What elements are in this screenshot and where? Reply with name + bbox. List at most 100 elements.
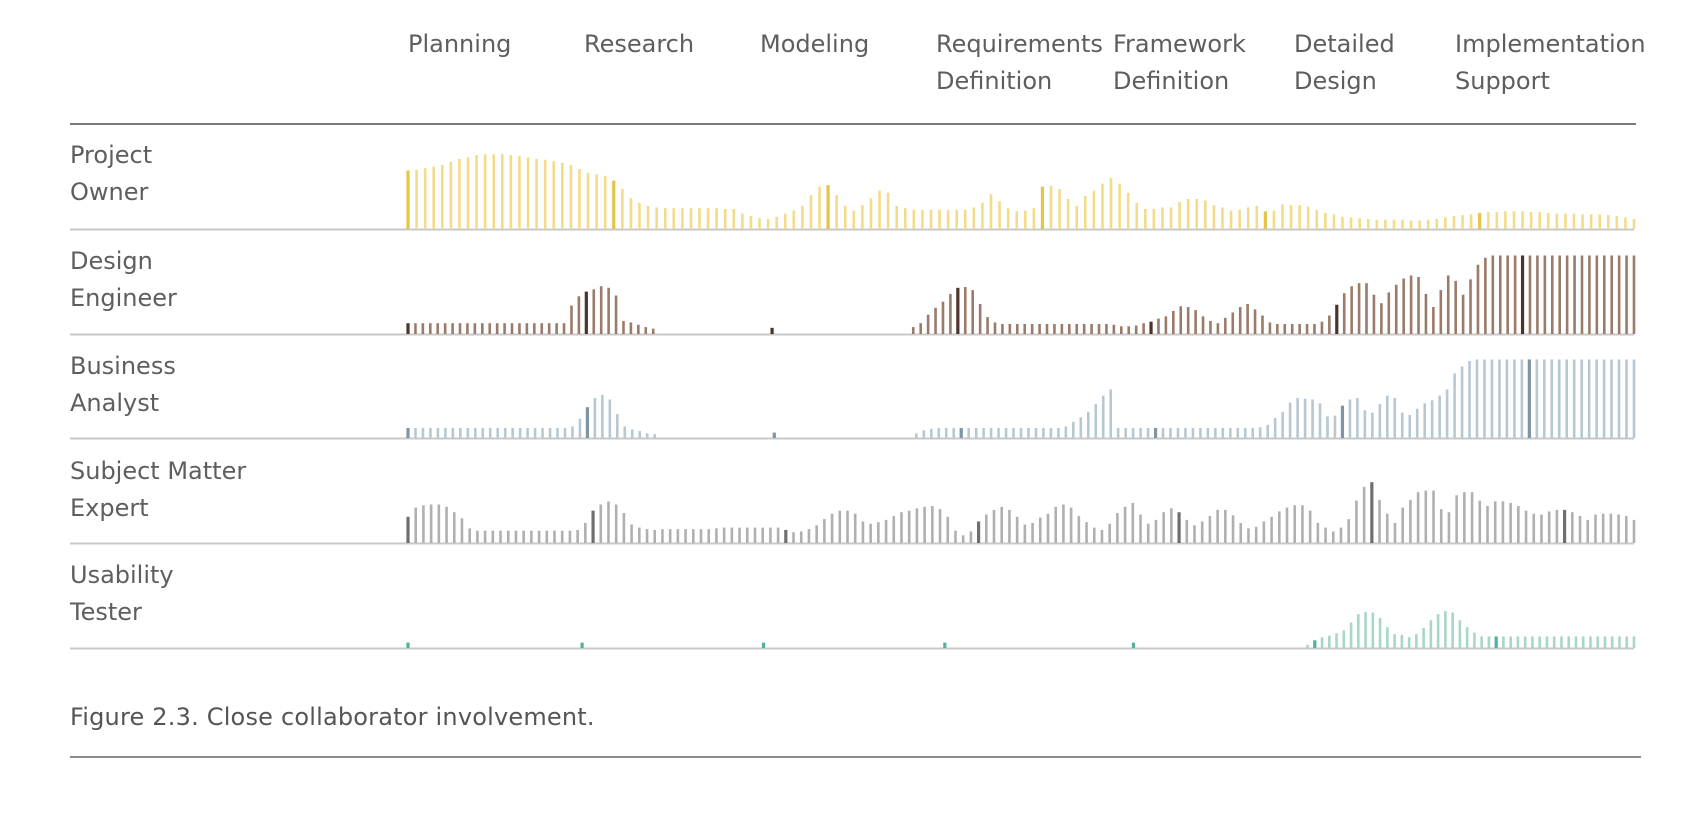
involvement-bar: [668, 529, 672, 543]
involvement-bar: [1251, 427, 1255, 438]
involvement-bar: [1439, 290, 1443, 334]
involvement-bar: [1393, 522, 1397, 543]
involvement-bar: [929, 428, 933, 438]
involvement-bar: [1429, 620, 1433, 648]
involvement-bar: [1624, 217, 1627, 229]
involvement-bar: [1246, 303, 1249, 334]
involvement-bar: [1177, 512, 1181, 543]
involvement-bar: [1394, 284, 1398, 334]
involvement-bar: [533, 427, 537, 438]
involvement-bar: [661, 529, 664, 543]
involvement-bar: [1152, 208, 1156, 229]
involvement-bar: [1305, 323, 1309, 334]
involvement-bar: [541, 427, 544, 438]
involvement-bar: [1216, 323, 1220, 334]
involvement-bar: [1023, 524, 1027, 543]
involvement-bar: [1408, 414, 1412, 438]
involvement-bar: [495, 323, 499, 334]
involvement-bar: [1172, 310, 1175, 334]
involvement-bar: [443, 323, 447, 334]
involvement-bar: [809, 195, 813, 229]
involvement-bar: [1513, 255, 1517, 334]
involvement-bar: [1157, 318, 1160, 334]
involvement-bar: [444, 427, 447, 438]
involvement-bar: [1124, 427, 1127, 438]
involvement-bar: [1409, 220, 1413, 229]
involvement-bar: [1086, 411, 1090, 438]
involvement-bar: [1268, 322, 1272, 334]
involvement-bar: [1266, 424, 1269, 438]
involvement-bar: [436, 323, 440, 334]
involvement-bar: [1315, 209, 1319, 229]
involvement-bar: [578, 168, 581, 229]
involvement-bar: [491, 530, 495, 543]
involvement-bar: [1054, 506, 1057, 543]
involvement-bar: [772, 432, 776, 438]
involvement-bar: [1176, 427, 1180, 438]
involvement-bar: [466, 323, 469, 334]
involvement-bar: [1326, 416, 1329, 438]
involvement-bar: [501, 154, 504, 229]
involvement-bar: [1109, 389, 1113, 438]
role-row: Business Analyst: [70, 352, 1636, 440]
involvement-bar: [1375, 219, 1379, 229]
involvement-bar: [428, 323, 432, 334]
phase-label: Planning: [408, 30, 511, 58]
involvement-bar: [1290, 323, 1294, 334]
involvement-bar: [1238, 307, 1242, 334]
role-label: Business: [70, 352, 176, 380]
involvement-bar: [974, 427, 978, 438]
involvement-bar: [1617, 255, 1621, 334]
involvement-bar: [1077, 516, 1081, 543]
involvement-bar: [1023, 323, 1027, 334]
role-label: Usability: [70, 561, 174, 589]
involvement-bar: [1595, 255, 1599, 334]
involvement-bar: [1529, 212, 1533, 229]
involvement-bar: [1049, 185, 1053, 229]
involvement-bar: [1101, 183, 1104, 229]
involvement-bar: [526, 157, 530, 229]
involvement-bar: [449, 162, 453, 229]
involvement-bar: [1208, 516, 1212, 543]
involvement-bar: [571, 426, 574, 438]
involvement-bar: [799, 531, 803, 543]
involvement-bar: [1057, 427, 1060, 438]
involvement-bar: [1298, 205, 1301, 229]
involvement-bar: [603, 175, 607, 229]
involvement-bar: [792, 210, 796, 229]
involvement-bar: [1032, 208, 1036, 229]
involvement-bar: [1164, 316, 1168, 334]
involvement-bar: [1358, 218, 1361, 229]
involvement-bar: [1512, 211, 1516, 229]
involvement-bar: [466, 157, 470, 229]
involvement-bar: [1340, 405, 1345, 438]
involvement-bar: [1461, 215, 1464, 229]
involvement-bar: [846, 510, 849, 543]
involvement-bar: [921, 209, 924, 229]
involvement-bar: [1589, 214, 1593, 229]
involvement-bar: [1084, 195, 1087, 229]
involvement-bar: [1068, 323, 1071, 334]
involvement-bar: [1308, 510, 1312, 543]
involvement-bar: [998, 201, 1001, 229]
involvement-bar: [1386, 395, 1389, 438]
involvement-bar: [506, 530, 510, 543]
involvement-bar: [1126, 192, 1130, 229]
involvement-bar: [1333, 415, 1337, 438]
involvement-bar: [1555, 509, 1559, 543]
involvement-bar: [1363, 410, 1367, 438]
involvement-bar: [584, 291, 588, 334]
involvement-bar: [1179, 306, 1183, 334]
phase-label: Requirements: [936, 30, 1103, 58]
involvement-bar: [1191, 427, 1195, 438]
involvement-bar: [1075, 323, 1079, 334]
involvement-bar: [1602, 359, 1606, 438]
involvement-bar: [1008, 509, 1011, 543]
involvement-bar: [1610, 636, 1614, 648]
involvement-bar: [1578, 516, 1582, 543]
role-label: Engineer: [70, 284, 177, 312]
involvement-bar: [770, 327, 774, 334]
involvement-bar: [826, 185, 830, 229]
involvement-bar: [607, 287, 610, 334]
involvement-bar: [653, 529, 657, 543]
